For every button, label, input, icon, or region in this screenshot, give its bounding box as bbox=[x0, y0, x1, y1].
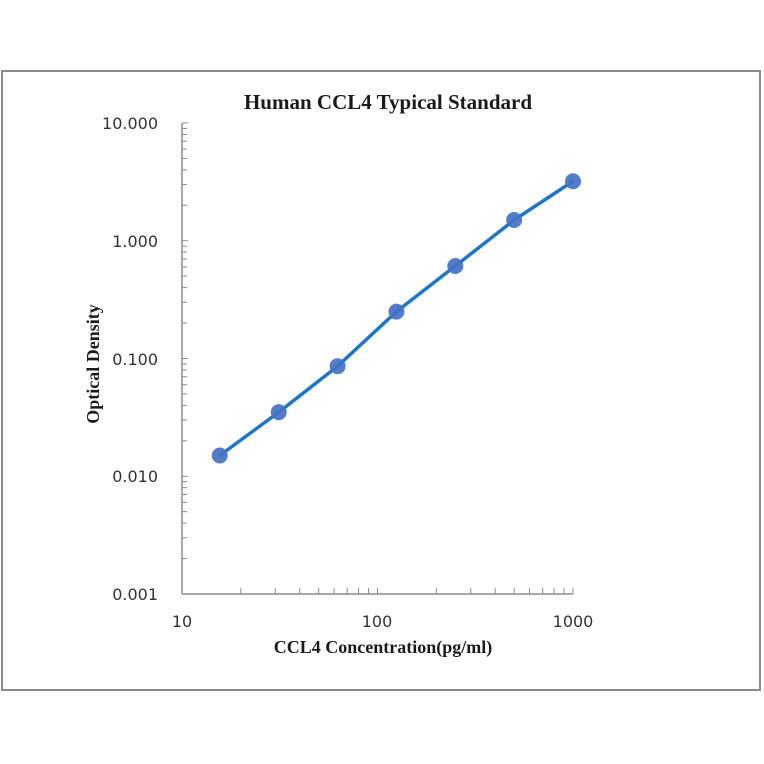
data-point bbox=[211, 447, 228, 464]
x-axis-title: CCL4 Concentration(pg/ml) bbox=[274, 637, 493, 658]
data-point bbox=[329, 358, 346, 375]
x-axis bbox=[181, 588, 574, 595]
y-axis-title: Optical Density bbox=[83, 304, 103, 424]
chart-frame bbox=[1, 70, 761, 691]
data-point bbox=[565, 173, 581, 190]
y-tick-label: 0.001 bbox=[112, 585, 158, 604]
data-point bbox=[270, 404, 287, 421]
y-tick-label: 10.000 bbox=[102, 114, 158, 133]
data-series bbox=[211, 173, 581, 464]
x-tick-label: 100 bbox=[362, 612, 393, 631]
y-tick-label: 0.100 bbox=[112, 350, 158, 369]
data-point bbox=[447, 258, 464, 275]
x-tick-label: 10 bbox=[172, 612, 192, 631]
data-point bbox=[388, 303, 405, 320]
y-tick-label: 0.010 bbox=[112, 467, 158, 486]
y-tick-label: 1.000 bbox=[112, 232, 158, 251]
y-axis bbox=[181, 122, 188, 595]
x-tick-label: 1000 bbox=[553, 612, 594, 631]
data-point bbox=[506, 212, 523, 229]
chart-title: Human CCL4 Typical Standard bbox=[244, 90, 532, 114]
